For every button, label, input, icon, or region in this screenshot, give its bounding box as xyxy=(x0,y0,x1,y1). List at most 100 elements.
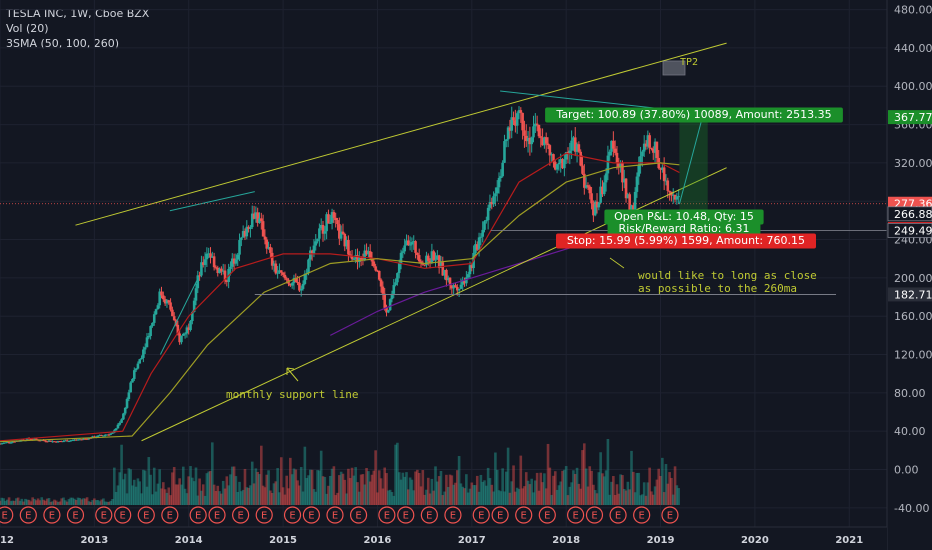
trendline-green-2 xyxy=(169,191,255,212)
earnings-marker xyxy=(538,506,556,524)
candle-body xyxy=(570,140,573,151)
volume-bar xyxy=(176,484,180,505)
volume-bar xyxy=(573,474,577,505)
volume-bar xyxy=(454,482,457,505)
volume-bar xyxy=(69,497,73,505)
volume-bar xyxy=(44,500,47,505)
volume-bar xyxy=(241,489,245,505)
volume-bar xyxy=(544,488,548,505)
volume-bar xyxy=(521,488,524,505)
volume-bar xyxy=(519,455,523,505)
volume-bar xyxy=(276,468,279,505)
volume-bar xyxy=(267,470,270,505)
candle-body xyxy=(181,333,185,336)
volume-bar xyxy=(416,469,419,505)
candle-body xyxy=(599,186,602,203)
candle-body xyxy=(445,269,448,281)
volume-bar xyxy=(408,477,412,505)
volume-bar xyxy=(258,474,261,505)
candle-body xyxy=(417,255,421,262)
volume-bar xyxy=(127,468,131,505)
volume-bar xyxy=(559,481,563,505)
candle-body xyxy=(632,205,635,210)
open-pnl-label: Open P&L: 10.48, Qty: 15 xyxy=(614,210,754,223)
candle-body xyxy=(151,322,154,327)
y-tick-label: 200.00 xyxy=(894,272,932,285)
volume-bar xyxy=(662,492,666,505)
volume-bar xyxy=(323,476,327,505)
volume-bar xyxy=(298,485,301,505)
candle-body xyxy=(387,310,390,313)
volume-bar xyxy=(236,491,240,505)
candle-body xyxy=(53,441,56,443)
volume-bar xyxy=(34,500,38,505)
tp2-label: TP2 xyxy=(680,57,698,68)
volume-bar xyxy=(218,491,221,505)
earnings-marker xyxy=(114,506,132,524)
candle-body xyxy=(541,137,544,146)
candle-body xyxy=(134,368,138,371)
candle-body xyxy=(250,213,254,228)
legend-symbol[interactable]: TESLA INC, 1W, Cboe BZX xyxy=(6,7,150,20)
candle-body xyxy=(56,441,60,443)
candle-body xyxy=(573,137,577,152)
volume-bar xyxy=(541,482,544,505)
volume-bar xyxy=(655,479,659,505)
earnings-marker xyxy=(515,506,533,524)
candle-body xyxy=(310,250,314,254)
candle-body xyxy=(432,251,436,261)
earnings-marker xyxy=(567,506,585,524)
volume-bar xyxy=(234,476,238,505)
volume-bar xyxy=(100,499,103,505)
candle-body xyxy=(29,439,33,441)
legend-sma[interactable]: 3SMA (50, 100, 260) xyxy=(6,37,120,50)
volume-bar xyxy=(247,487,250,505)
candle-body xyxy=(416,252,419,256)
candle-body xyxy=(474,244,477,253)
volume-bar xyxy=(399,479,403,505)
volume-bar xyxy=(142,469,145,505)
price-axis-bg xyxy=(887,0,932,550)
volume-bar xyxy=(87,501,91,505)
candle-body xyxy=(318,228,321,239)
candle-body xyxy=(62,441,65,443)
volume-bar xyxy=(608,494,612,505)
candle-body xyxy=(156,305,160,310)
price-axis: 480.00440.00400.00360.00320.00280.00240.… xyxy=(886,0,932,550)
candle-body xyxy=(481,229,484,237)
volume-bar xyxy=(205,473,209,505)
time-axis-bg xyxy=(0,527,887,550)
volume-bar xyxy=(376,492,379,505)
candle-body xyxy=(330,212,334,223)
volume-bar xyxy=(377,470,381,505)
legend-volume[interactable]: Vol (20) xyxy=(6,22,49,35)
volume-bar xyxy=(601,473,604,505)
volume-bar xyxy=(332,466,336,505)
candle-body xyxy=(468,265,472,275)
volume-bar xyxy=(114,491,118,505)
volume-bar xyxy=(172,467,176,505)
candle-body xyxy=(379,279,383,287)
candle-body xyxy=(201,262,205,265)
volume-bar xyxy=(118,472,122,505)
candle-body xyxy=(209,253,212,258)
volume-bar xyxy=(281,487,285,505)
candle-body xyxy=(521,112,524,131)
volume-bar xyxy=(82,498,85,505)
support-note-arrow xyxy=(286,367,299,382)
volume-bars xyxy=(0,439,680,505)
candle-body xyxy=(152,314,156,323)
volume-bar xyxy=(73,498,76,505)
candle-body xyxy=(497,177,501,188)
candle-body xyxy=(58,441,62,443)
candle-body xyxy=(276,272,279,274)
volume-bar xyxy=(641,494,644,505)
volume-bar xyxy=(83,498,87,505)
candle-body xyxy=(546,143,550,146)
candle-body xyxy=(13,441,16,443)
volume-bar xyxy=(151,494,154,505)
y-tick-label: 160.00 xyxy=(894,310,932,323)
earnings-marker xyxy=(43,506,61,524)
volume-bar xyxy=(568,486,572,505)
